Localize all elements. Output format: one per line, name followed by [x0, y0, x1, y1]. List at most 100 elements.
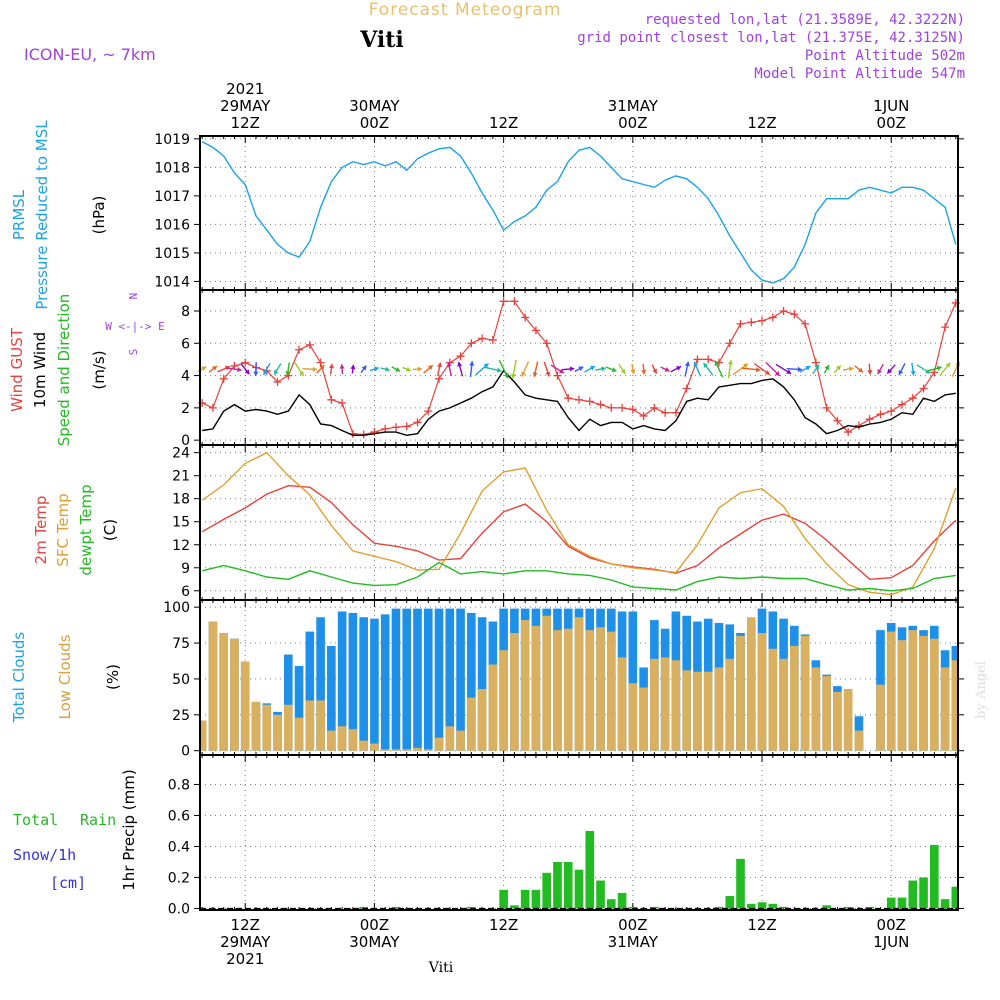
- gust-marker: [908, 394, 917, 403]
- total-cloud-bar: [294, 666, 304, 751]
- low-cloud-bar: [843, 688, 853, 751]
- low-cloud-bar: [413, 747, 422, 751]
- rain-bar: [574, 869, 584, 909]
- rain-bar: [606, 899, 616, 909]
- total-cloud-bar: [359, 617, 368, 751]
- low-cloud-bar: [650, 658, 659, 751]
- wind-direction-arrow: [823, 364, 830, 374]
- y-tick-label: 75: [172, 636, 190, 652]
- pressure-labels: PRMSL Pressure Reduced to MSL (hPa): [10, 120, 108, 310]
- gust-marker: [833, 416, 842, 425]
- temp-2m-line: [201, 484, 957, 581]
- low-cloud-bar: [660, 657, 670, 751]
- gust-marker: [790, 310, 799, 319]
- y-tick-label: 50: [172, 672, 190, 688]
- wind-direction-arrow: [910, 362, 916, 376]
- low-cloud-bar: [897, 640, 907, 751]
- wind-direction-arrow: [765, 361, 781, 377]
- low-cloud-bar: [520, 620, 530, 751]
- wind-direction-arrow: [391, 366, 401, 373]
- gust-marker: [704, 355, 713, 364]
- wind-direction-arrow: [532, 361, 539, 377]
- low-cloud-bar: [510, 633, 519, 751]
- low-cloud-bar: [445, 726, 455, 751]
- gust-marker: [456, 352, 465, 361]
- y-tick-label: 8: [181, 304, 190, 320]
- gust-marker: [273, 378, 282, 387]
- low-cloud-bar: [380, 749, 390, 751]
- gust-marker: [628, 405, 637, 414]
- wind-direction-arrow: [273, 363, 282, 375]
- wind-panel: 0 2 4 6 8: [181, 289, 964, 449]
- gust-marker: [305, 340, 314, 349]
- gust-marker: [338, 399, 347, 408]
- low-cloud-bar: [811, 667, 821, 751]
- low-cloud-bar: [499, 650, 508, 751]
- gust-marker: [811, 358, 820, 367]
- clouds-panel: 0 25 50 75 100: [163, 599, 964, 760]
- temp-unit: (C): [101, 519, 119, 541]
- total-cloud-bar: [316, 617, 325, 751]
- model-altitude: Model Point Altitude 547m: [754, 66, 965, 82]
- bottom-time-label: 31MAY: [608, 933, 659, 951]
- total-cloud-bar: [467, 612, 476, 751]
- rain-bar: [563, 861, 573, 909]
- bottom-time-label: 12Z: [231, 916, 260, 934]
- low-cloud-bar: [940, 667, 950, 751]
- low-cloud-bar: [919, 635, 928, 751]
- low-cloud-bar: [930, 638, 939, 751]
- low-cloud-bar: [553, 630, 562, 751]
- y-tick-label: 1016: [154, 217, 190, 233]
- rain-bar: [725, 896, 735, 909]
- rain-bar: [886, 897, 896, 909]
- gust-marker: [607, 403, 616, 412]
- total-cloud-bar: [413, 608, 422, 751]
- wind-direction-arrow: [469, 361, 475, 378]
- low-cloud-bar: [693, 671, 702, 751]
- bottom-time-label: 1JUN: [873, 933, 909, 951]
- temp-label-2m: 2m Temp: [32, 496, 50, 565]
- top-time-label: 2021: [226, 80, 264, 98]
- gust-marker: [650, 403, 659, 412]
- total-cloud-bar: [348, 612, 358, 751]
- rain-bar: [542, 872, 552, 909]
- y-tick-label: 1018: [154, 160, 190, 176]
- top-time-label: 1JUN: [873, 97, 909, 115]
- gust-marker: [553, 371, 562, 380]
- y-tick-label: 1014: [154, 274, 190, 290]
- gust-marker: [499, 297, 508, 306]
- bottom-time-label: 12Z: [489, 916, 518, 934]
- low-cloud-bar: [757, 633, 767, 751]
- gust-marker: [488, 336, 497, 345]
- gust-marker: [779, 306, 788, 315]
- wind-direction-arrow: [753, 362, 771, 376]
- low-cloud-bar: [488, 664, 498, 751]
- wind-direction-arrow: [651, 364, 658, 374]
- total-cloud-bar: [456, 608, 465, 751]
- wind-direction-arrow: [475, 363, 489, 376]
- wind-direction-arrow: [328, 363, 335, 375]
- y-tick-label: 0.2: [168, 870, 190, 886]
- wind-direction-arrow: [595, 366, 606, 372]
- gust-marker: [467, 339, 476, 348]
- gust-marker: [876, 410, 885, 419]
- bottom-time-label: 00Z: [877, 916, 906, 934]
- low-cloud-bar: [434, 737, 444, 751]
- y-tick-label: 1017: [154, 189, 190, 205]
- rain-bar: [843, 906, 853, 909]
- y-tick-label: 2: [181, 401, 190, 417]
- point-altitude: Point Altitude 502m: [805, 48, 965, 64]
- low-cloud-bar: [316, 700, 325, 751]
- low-cloud-bar: [596, 627, 605, 751]
- low-cloud-bar: [585, 630, 595, 751]
- wind-direction-arrow: [498, 359, 509, 379]
- gust-marker: [747, 318, 756, 327]
- rain-bar: [585, 830, 595, 909]
- gust-marker: [391, 423, 400, 432]
- low-cloud-bar: [200, 720, 207, 751]
- rain-bar: [499, 889, 508, 909]
- model-name: ICON-EU, ~ 7km: [24, 45, 156, 64]
- wind-direction-arrow: [877, 363, 884, 375]
